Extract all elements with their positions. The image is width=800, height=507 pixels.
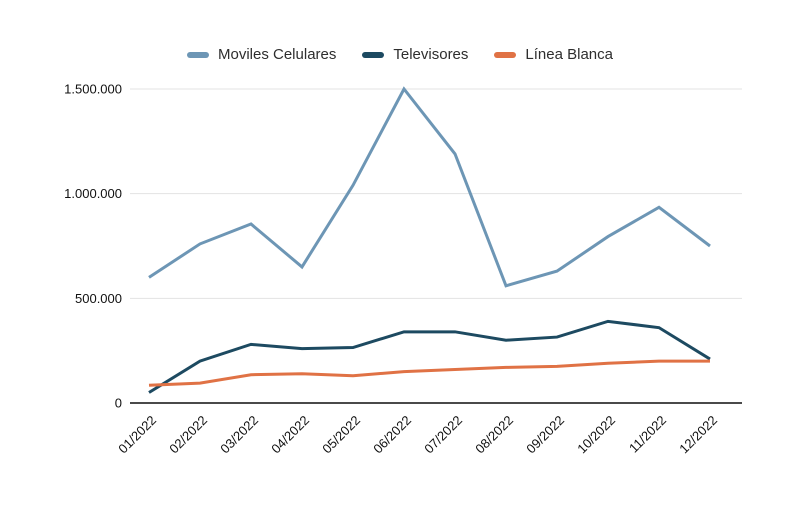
legend-swatch-icon [494,51,517,58]
x-axis-tick-label: 04/2022 [268,413,312,457]
y-axis-tick-label: 1.000.000 [64,186,122,201]
x-axis-tick-label: 01/2022 [115,413,159,457]
y-axis-tick-label: 1.500.000 [64,82,122,97]
x-axis-tick-label: 10/2022 [574,413,618,457]
series-line-moviles-celulares [148,86,711,288]
chart-legend: Moviles Celulares Televisores Línea Blanca [0,46,800,63]
legend-item-televisores: Televisores [362,46,468,63]
legend-swatch-icon [187,51,209,58]
x-axis-tick-label: 09/2022 [523,413,567,457]
legend-swatch-icon [362,51,385,58]
x-axis-tick-label: 08/2022 [472,413,516,457]
series-line-l-nea-blanca [148,359,710,387]
legend-label: Línea Blanca [525,46,613,63]
x-axis-tick-label: 11/2022 [626,413,669,456]
series-line-televisores [148,319,711,394]
x-axis-tick-label: 03/2022 [217,413,261,457]
x-axis-tick-label: 06/2022 [370,413,414,457]
y-axis-tick-label: 500.000 [75,291,122,306]
x-axis-tick-label: 05/2022 [319,413,363,457]
x-axis-tick-label: 12/2022 [676,413,720,457]
legend-item-l-nea-blanca: Línea Blanca [494,46,613,63]
x-axis-tick-label: 02/2022 [166,413,210,457]
y-axis-tick-label: 0 [115,396,122,411]
legend-label: Moviles Celulares [218,46,337,63]
legend-item-moviles-celulares: Moviles Celulares [187,46,336,63]
legend-label: Televisores [393,46,469,63]
x-axis-tick-label: 07/2022 [421,413,465,457]
